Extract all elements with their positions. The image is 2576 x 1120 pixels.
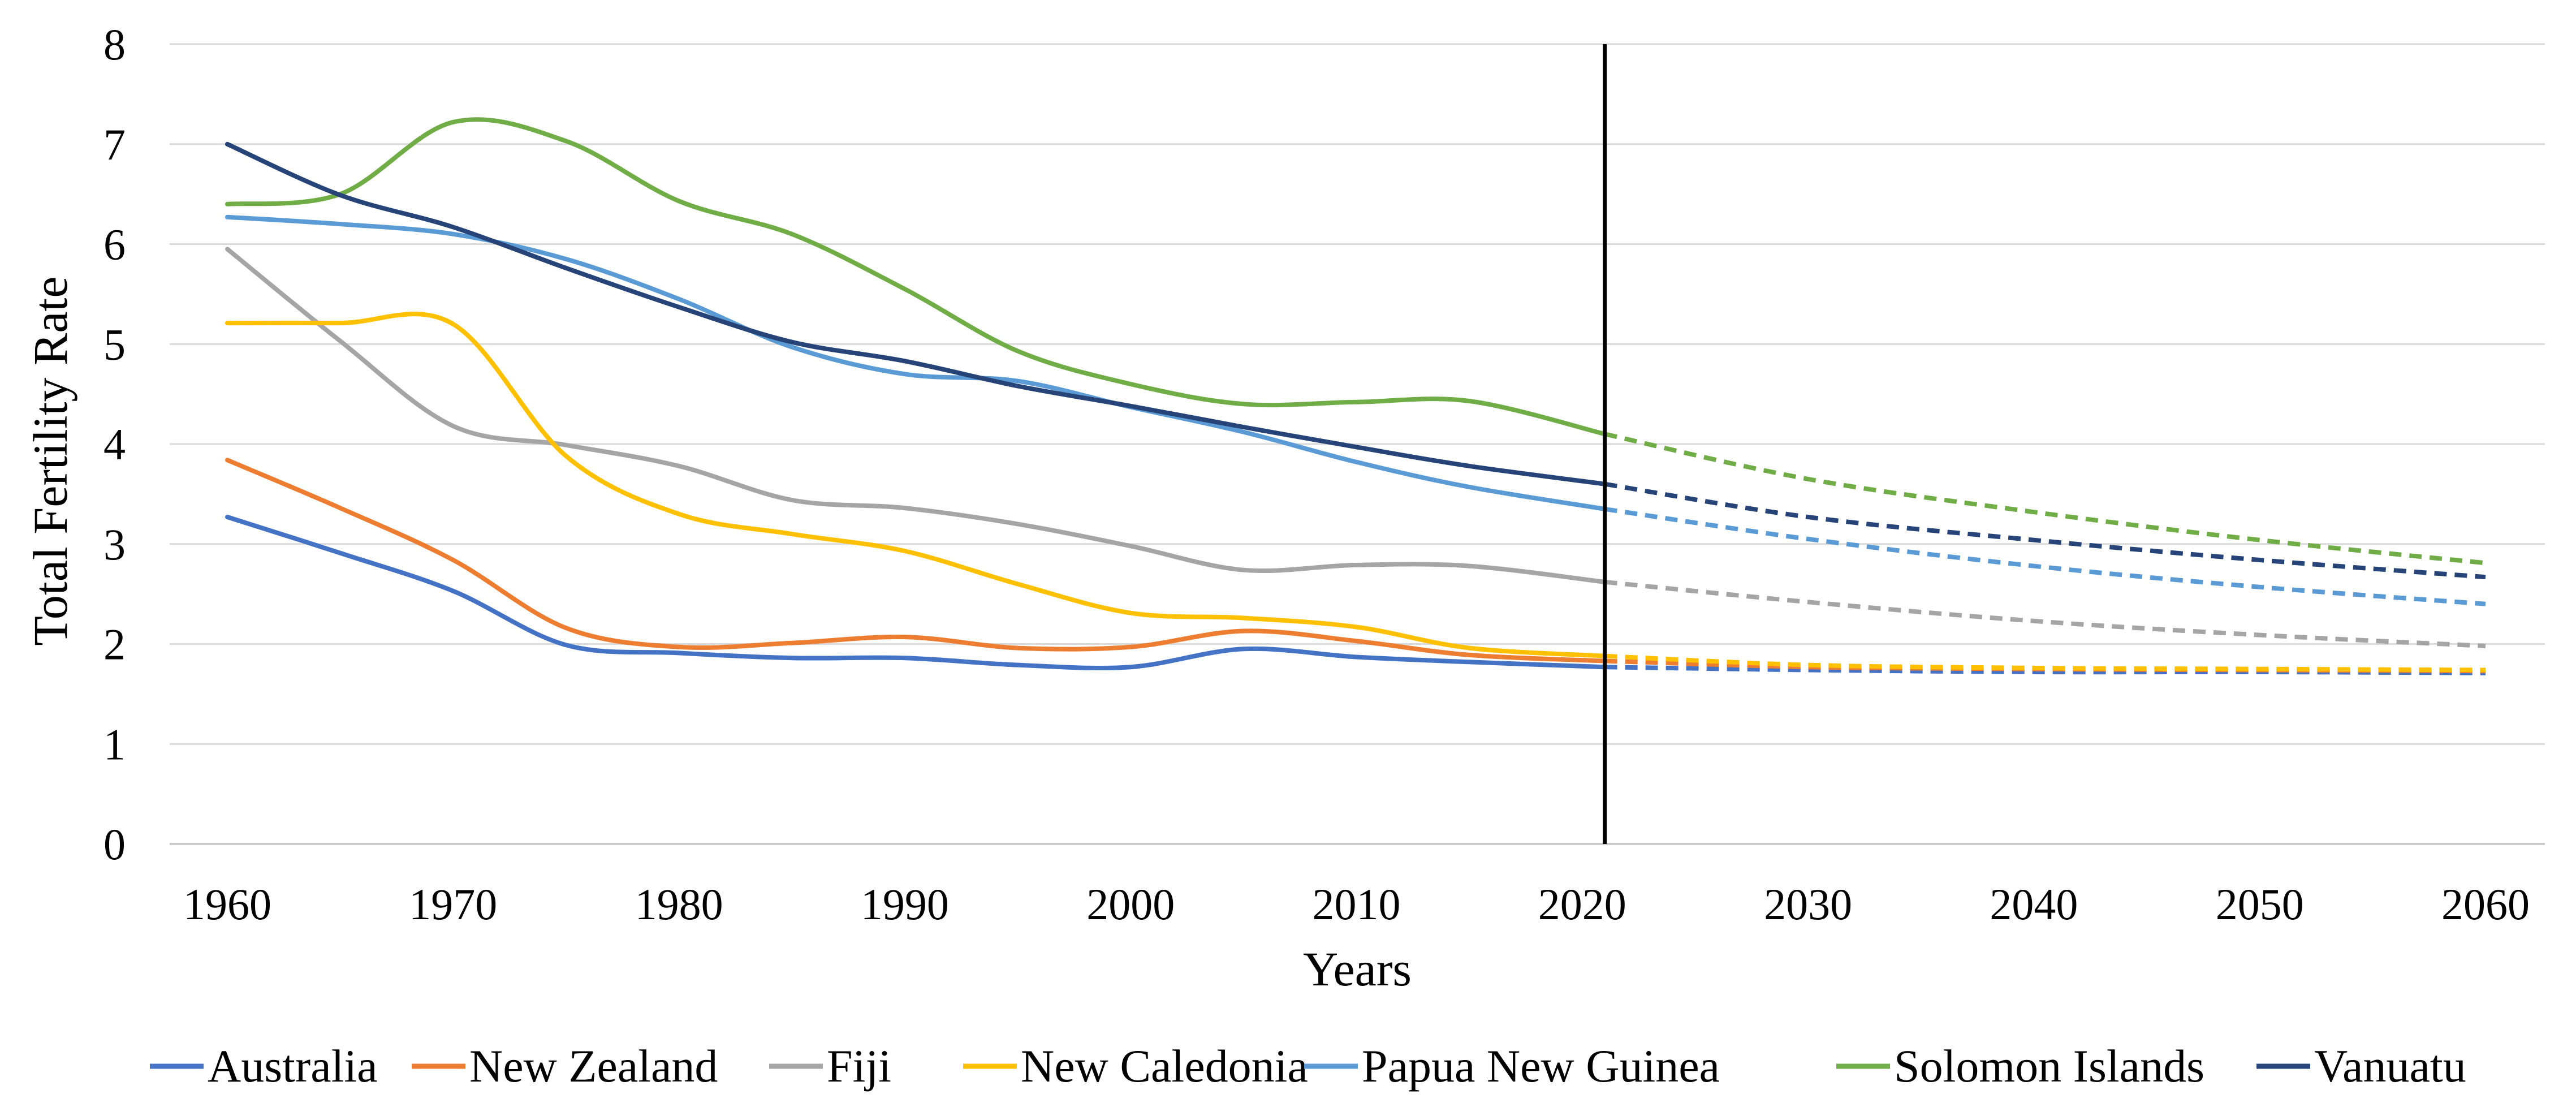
series-line-new-zealand — [225, 458, 1607, 664]
series-line-new-caledonia — [225, 312, 1607, 658]
series-projection-papua-new-guinea — [1604, 506, 2486, 606]
legend-label-vanuatu: Vanuatu — [2314, 1040, 2466, 1092]
series-line-vanuatu — [225, 141, 1607, 486]
legend-item-vanuatu: Vanuatu — [2256, 1040, 2466, 1092]
x-tick-label-2050: 2050 — [2216, 880, 2304, 929]
series-line-fiji — [225, 247, 1607, 584]
x-tick-label-1990: 1990 — [861, 880, 949, 929]
legend-item-new-zealand: New Zealand — [412, 1040, 718, 1092]
legend-label-papua-new-guinea: Papua New Guinea — [1362, 1040, 1720, 1092]
legend: Australia New Zealand Fiji New Caledonia Pap… — [150, 1040, 2466, 1092]
y-tick-label-8: 8 — [103, 20, 126, 69]
series-projection-new-caledonia — [1604, 653, 2486, 673]
y-tick-label-3: 3 — [103, 520, 126, 569]
x-tick-label-1970: 1970 — [409, 880, 497, 929]
y-axis-title: Total Fertility Rate — [23, 276, 77, 645]
x-tick-label-2030: 2030 — [1764, 880, 1852, 929]
y-axis-tick-labels: 0 1 2 3 4 5 6 7 8 — [103, 20, 126, 869]
y-tick-label-6: 6 — [103, 220, 126, 269]
gridlines — [170, 43, 2545, 845]
y-tick-label-5: 5 — [103, 320, 126, 369]
x-tick-label-2010: 2010 — [1313, 880, 1401, 929]
series-projection-fiji — [1604, 579, 2486, 648]
series-projection-solomon-islands — [1604, 432, 2486, 566]
x-axis-title: Years — [1303, 942, 1412, 996]
series-line-australia — [225, 515, 1607, 671]
x-tick-label-2040: 2040 — [1990, 880, 2078, 929]
y-tick-label-4: 4 — [103, 420, 126, 469]
legend-item-new-caledonia: New Caledonia — [963, 1040, 1308, 1092]
legend-label-new-caledonia: New Caledonia — [1021, 1040, 1308, 1092]
x-axis-tick-labels: 1960 1970 1980 1990 2000 2010 2020 2030 2040 2050… — [183, 880, 2530, 929]
legend-label-australia: Australia — [208, 1040, 378, 1092]
legend-label-new-zealand: New Zealand — [469, 1040, 718, 1092]
legend-item-australia: Australia — [150, 1040, 378, 1092]
x-tick-label-2000: 2000 — [1086, 880, 1175, 929]
series-lines — [225, 117, 2486, 675]
series-projection-australia — [1604, 665, 2486, 675]
series-line-solomon-islands — [225, 117, 1607, 437]
x-tick-label-2020: 2020 — [1538, 880, 1626, 929]
legend-label-fiji: Fiji — [827, 1040, 891, 1092]
y-tick-label-1: 1 — [103, 720, 126, 769]
x-tick-label-1980: 1980 — [635, 880, 723, 929]
y-tick-label-7: 7 — [103, 120, 126, 169]
legend-item-fiji: Fiji — [769, 1040, 891, 1092]
y-tick-label-0: 0 — [103, 820, 126, 869]
legend-item-papua-new-guinea: Papua New Guinea — [1304, 1040, 1720, 1092]
series-line-papua-new-guinea — [225, 214, 1607, 511]
series-projection-vanuatu — [1604, 481, 2486, 580]
y-tick-label-2: 2 — [103, 620, 126, 669]
legend-item-solomon-islands: Solomon Islands — [1836, 1040, 2204, 1092]
x-tick-label-1960: 1960 — [183, 880, 271, 929]
x-tick-label-2060: 2060 — [2441, 880, 2530, 929]
legend-label-solomon-islands: Solomon Islands — [1894, 1040, 2204, 1092]
